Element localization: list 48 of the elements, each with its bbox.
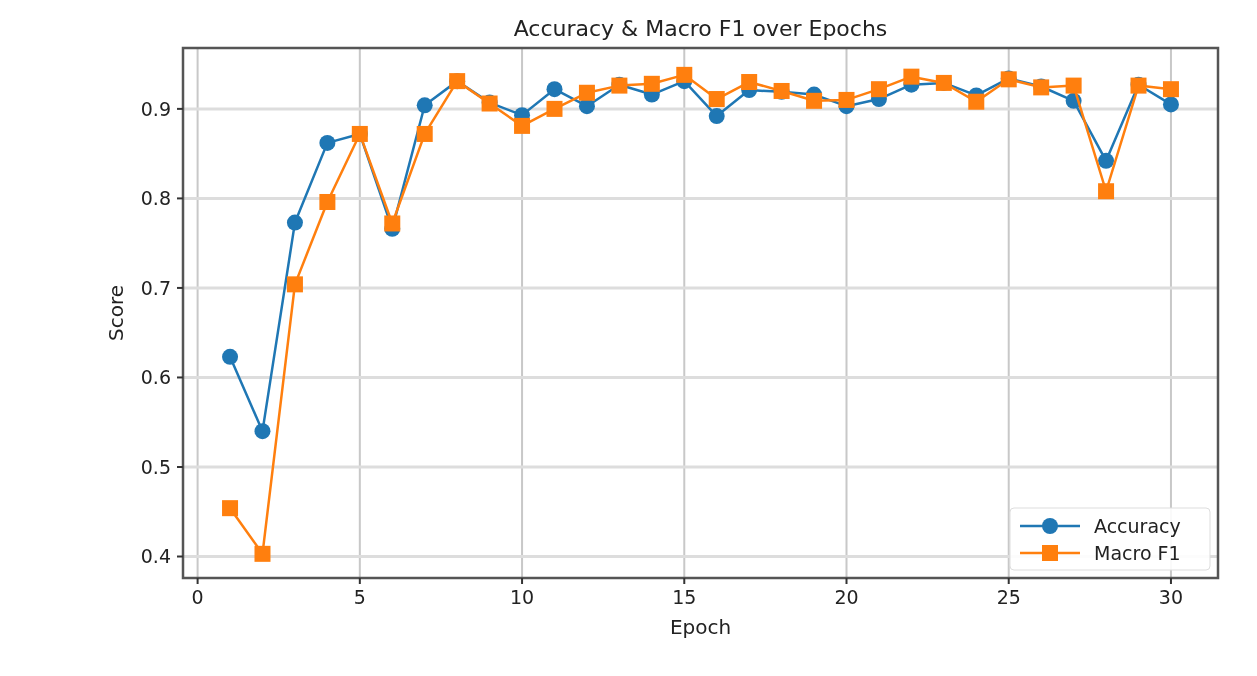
point	[708, 91, 725, 108]
point	[968, 93, 985, 110]
y-tick-label: 0.9	[140, 97, 171, 120]
x-tick-label: 25	[996, 586, 1021, 608]
point	[222, 500, 239, 517]
x-tick-label: 0	[191, 586, 204, 608]
point	[1098, 183, 1115, 200]
point	[708, 108, 725, 125]
point	[286, 214, 303, 231]
point	[319, 193, 336, 210]
point	[1162, 81, 1179, 98]
point	[578, 84, 595, 101]
point	[903, 68, 920, 85]
x-tick-label: 20	[834, 586, 859, 608]
point	[838, 91, 855, 108]
y-tick-label: 0.5	[140, 455, 171, 478]
point	[676, 66, 693, 83]
point	[254, 545, 271, 562]
point	[222, 348, 239, 365]
point	[254, 423, 271, 440]
point	[416, 125, 433, 142]
point	[384, 215, 401, 232]
legend-label: Accuracy	[1094, 514, 1181, 537]
point	[870, 81, 887, 98]
x-tick-label: 30	[1158, 586, 1184, 608]
y-tick-label: 0.4	[140, 545, 171, 568]
y-tick-label: 0.7	[140, 276, 171, 299]
point	[546, 81, 563, 98]
point	[741, 74, 758, 91]
x-axis-title: Epoch	[669, 615, 732, 639]
point	[1098, 152, 1115, 169]
y-axis-title: Score	[104, 284, 128, 342]
point	[806, 92, 823, 109]
y-tick-label: 0.6	[140, 366, 171, 389]
y-tick-label: 0.8	[140, 187, 171, 210]
point	[546, 100, 563, 117]
point	[319, 134, 336, 151]
x-tick-label: 10	[509, 586, 535, 608]
point	[514, 117, 531, 134]
point	[1162, 96, 1179, 113]
x-tick-label: 5	[353, 586, 366, 608]
point	[643, 75, 660, 92]
legend-label: Macro F1	[1094, 541, 1181, 564]
chart-title: Accuracy & Macro F1 over Epochs	[513, 16, 888, 41]
point	[1065, 77, 1082, 94]
point	[286, 276, 303, 293]
x-tick-label: 15	[672, 586, 697, 608]
point	[416, 97, 433, 114]
